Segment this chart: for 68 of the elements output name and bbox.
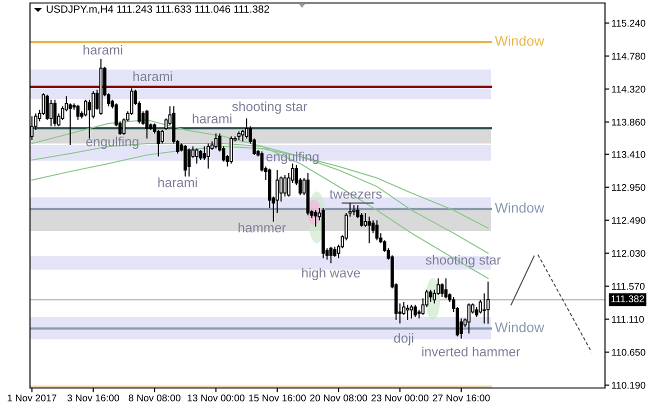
candlestick [49, 99, 53, 127]
candlestick [230, 136, 233, 164]
candlestick [444, 278, 448, 299]
candlestick [53, 99, 57, 127]
x-tick-label: 27 Nov 16:00 [432, 394, 490, 402]
candlestick [195, 148, 198, 164]
ref-line-label: Window [494, 36, 544, 46]
candlestick [440, 282, 444, 298]
candlestick [329, 246, 333, 264]
candlestick [68, 102, 72, 146]
ref-line-label: Window [494, 202, 544, 213]
ref-line-label: 111.382 [611, 295, 644, 302]
y-tick-label: 115.240 [612, 20, 646, 27]
candlestick [410, 304, 414, 320]
y-tick-label: 112.030 [612, 250, 646, 257]
candlestick [486, 281, 490, 324]
candlestick [244, 118, 248, 140]
candlestick [76, 104, 80, 120]
candlestick [198, 149, 202, 161]
candlestick [283, 174, 287, 198]
y-tick-label: 111.570 [612, 282, 645, 290]
x-tick-label: 8 Nov 08:00 [128, 394, 180, 402]
annotation: engulfing [86, 136, 138, 149]
ref-line-label: Window [494, 322, 544, 332]
x-tick-label: 1 Nov 2017 [8, 394, 56, 402]
x-tick-label: 23 Nov 00:00 [371, 394, 428, 402]
y-tick-label: 114.320 [612, 86, 646, 93]
y-tick-label: 111.110 [612, 316, 644, 323]
y-tick-label: 112.950 [612, 184, 646, 191]
candlestick [314, 210, 318, 228]
x-tick-label: 20 Nov 08:00 [310, 394, 368, 402]
candlestick [368, 216, 371, 244]
y-tick-label: 112.490 [612, 216, 646, 224]
x-tick-label: 15 Nov 16:00 [249, 394, 306, 402]
y-tick-label: 113.860 [612, 118, 646, 126]
annotation: inverted hammer [422, 346, 520, 356]
candlestick [164, 118, 168, 130]
candlestick [414, 304, 417, 318]
candlestick [160, 129, 164, 144]
annotation: harami [133, 71, 172, 82]
candlestick [352, 204, 356, 216]
candlestick [187, 148, 191, 178]
candlestick [467, 302, 471, 334]
annotation: doji [394, 333, 414, 346]
annotation: high wave [302, 268, 360, 280]
candlestick [406, 304, 410, 320]
candlestick [428, 289, 432, 303]
candlestick [84, 99, 88, 117]
candlestick [145, 109, 149, 140]
annotation: harami [192, 114, 232, 124]
candlestick [184, 144, 187, 178]
y-tick-label: 113.410 [612, 151, 646, 158]
candlestick [206, 142, 210, 170]
annotation: hammer [238, 222, 286, 232]
candlestick [214, 132, 218, 150]
annotation: shooting star [232, 102, 308, 114]
x-tick-label: 13 Nov 00:00 [188, 394, 244, 402]
candlestick [364, 212, 368, 228]
candlestick [333, 246, 336, 258]
y-tick-label: 114.780 [612, 52, 646, 60]
x-tick-label: 3 Nov 16:00 [67, 394, 120, 402]
chart-title: USDJPY.m,H4 111.243 111.633 111.046 111.382 [46, 5, 270, 14]
candlestick [375, 220, 379, 241]
y-tick-label: 110.190 [612, 382, 646, 389]
annotation: harami [158, 178, 197, 188]
y-tick-label: 110.650 [612, 348, 646, 356]
candlestick [241, 129, 244, 142]
annotation: harami [84, 44, 122, 55]
